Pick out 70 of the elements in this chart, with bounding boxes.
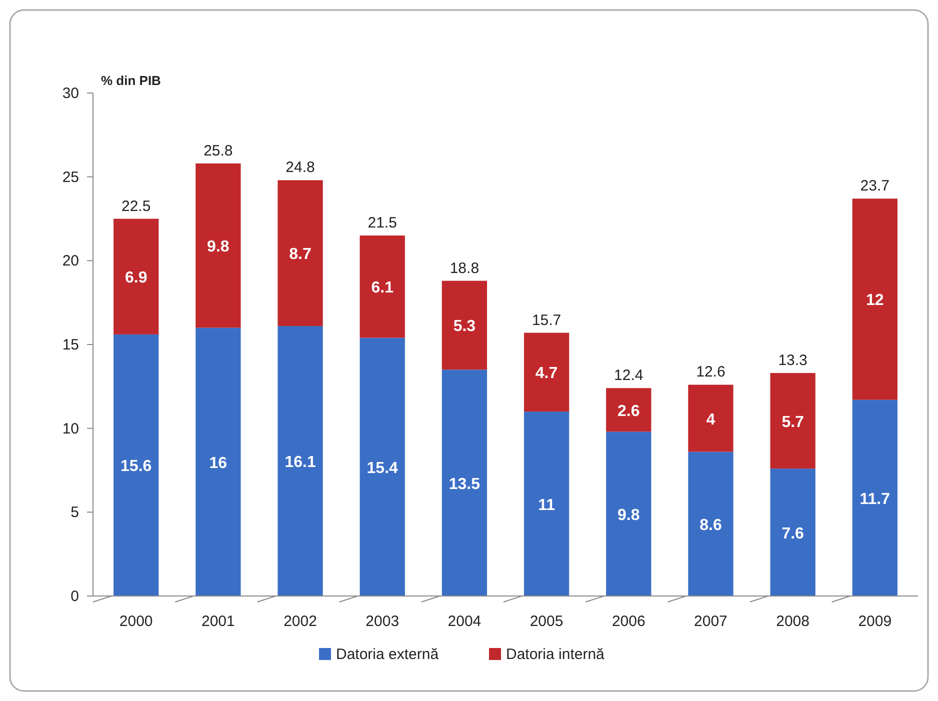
bar	[442, 280, 488, 370]
y-tick-label: 0	[70, 588, 79, 605]
bar	[196, 328, 241, 596]
data-label: 6.9	[124, 270, 148, 287]
total-label: 13.3	[778, 352, 808, 370]
bar	[196, 163, 241, 328]
y-tick-label: 25	[62, 168, 79, 186]
bar	[360, 338, 405, 596]
legend-label: Datoria externă	[336, 646, 440, 663]
data-label: 8.6	[700, 516, 722, 534]
total-label: 21.5	[368, 214, 397, 232]
total-label: 18.8	[450, 260, 480, 277]
x-tick-label: 2009	[858, 613, 892, 630]
data-label: 11	[538, 496, 556, 514]
x-tick-label: 2006	[612, 613, 646, 630]
y-tick-label: 30	[62, 85, 79, 102]
data-label: 5.7	[782, 414, 804, 431]
x-tick-label: 2003	[366, 613, 400, 630]
y-axis-title: % din PIB	[101, 73, 161, 88]
data-label: 4	[706, 411, 716, 428]
bar	[852, 198, 898, 400]
total-label: 12.4	[614, 367, 644, 384]
data-label: 8.7	[289, 246, 312, 264]
x-tick-label: 2002	[284, 613, 317, 630]
bar	[278, 180, 323, 326]
total-label: 15.7	[532, 312, 562, 329]
data-label: 7.6	[782, 525, 804, 542]
data-label: 15.6	[120, 458, 152, 476]
x-tick-label: 2000	[119, 613, 153, 630]
data-label: 6.1	[371, 280, 394, 297]
bar	[524, 332, 570, 412]
x-tick-label: 2001	[202, 613, 235, 630]
data-label: 16.1	[284, 454, 316, 472]
total-label: 24.8	[286, 159, 315, 176]
bar	[770, 373, 816, 469]
bar	[688, 384, 734, 452]
bar	[278, 326, 323, 596]
bar	[114, 218, 159, 334]
bar	[770, 468, 816, 596]
bar	[524, 412, 570, 596]
x-tick-label: 2008	[776, 613, 810, 630]
legend-label: Datoria internă	[506, 646, 606, 663]
bar	[852, 400, 898, 596]
total-label: 25.8	[204, 142, 233, 160]
bar	[114, 334, 159, 596]
total-label: 22.5	[121, 198, 151, 215]
data-label: 5.3	[453, 318, 476, 336]
data-label: 12	[866, 292, 884, 310]
bar	[606, 432, 652, 596]
data-label: 9.8	[618, 506, 640, 524]
total-label: 12.6	[696, 364, 726, 381]
y-tick-label: 10	[62, 420, 79, 438]
y-tick-label: 15	[62, 336, 79, 354]
data-label: 13.5	[448, 476, 480, 493]
x-tick-label: 2005	[530, 613, 564, 630]
data-label: 9.8	[207, 238, 230, 256]
total-label: 23.7	[860, 178, 890, 195]
y-tick-label: 20	[62, 252, 79, 270]
bar	[360, 236, 405, 338]
bar	[688, 452, 734, 596]
data-label: 11.7	[860, 490, 890, 508]
bar	[606, 388, 652, 432]
y-tick-label: 5	[70, 504, 79, 522]
bar	[442, 370, 488, 596]
x-tick-label: 2007	[694, 613, 728, 630]
data-label: 2.6	[618, 402, 640, 420]
data-label: 15.4	[366, 460, 398, 477]
data-label: 4.7	[535, 365, 558, 382]
data-label: 16	[209, 454, 228, 472]
x-tick-label: 2004	[448, 613, 482, 630]
